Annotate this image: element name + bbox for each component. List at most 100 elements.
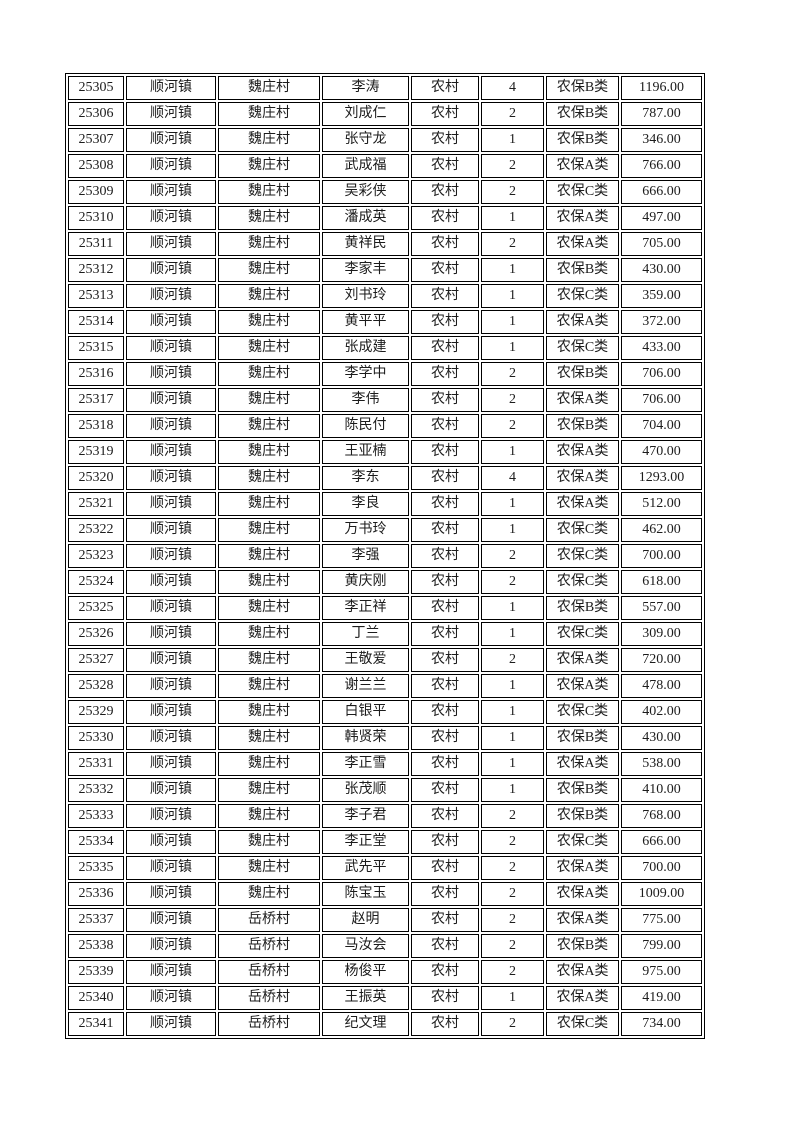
cell-insurance-category: 农保C类 — [546, 336, 619, 360]
cell-resident-type: 农村 — [411, 700, 479, 724]
table-row: 25318 顺河镇 魏庄村 陈民付 农村 2 农保B类 704.00 — [68, 414, 702, 438]
cell-person-count: 2 — [481, 830, 544, 854]
cell-person-name: 黄祥民 — [322, 232, 409, 256]
cell-village: 魏庄村 — [218, 336, 320, 360]
table-row: 25339 顺河镇 岳桥村 杨俊平 农村 2 农保A类 975.00 — [68, 960, 702, 984]
cell-village: 魏庄村 — [218, 622, 320, 646]
cell-record-id: 25310 — [68, 206, 124, 230]
cell-person-count: 2 — [481, 934, 544, 958]
cell-town: 顺河镇 — [126, 128, 216, 152]
cell-resident-type: 农村 — [411, 180, 479, 204]
cell-person-count: 2 — [481, 648, 544, 672]
cell-resident-type: 农村 — [411, 726, 479, 750]
cell-record-id: 25326 — [68, 622, 124, 646]
cell-insurance-category: 农保B类 — [546, 76, 619, 100]
table-row: 25320 顺河镇 魏庄村 李东 农村 4 农保A类 1293.00 — [68, 466, 702, 490]
cell-person-count: 1 — [481, 700, 544, 724]
cell-person-count: 2 — [481, 154, 544, 178]
cell-insurance-category: 农保B类 — [546, 934, 619, 958]
cell-insurance-category: 农保C类 — [546, 622, 619, 646]
cell-town: 顺河镇 — [126, 362, 216, 386]
cell-amount: 787.00 — [621, 102, 702, 126]
cell-village: 岳桥村 — [218, 960, 320, 984]
cell-town: 顺河镇 — [126, 414, 216, 438]
table-row: 25321 顺河镇 魏庄村 李良 农村 1 农保A类 512.00 — [68, 492, 702, 516]
cell-village: 魏庄村 — [218, 440, 320, 464]
cell-amount: 618.00 — [621, 570, 702, 594]
benefit-table: 25305 顺河镇 魏庄村 李涛 农村 4 农保B类 1196.00 25306 顺河镇 魏庄村 刘成… — [65, 73, 705, 1039]
cell-insurance-category: 农保A类 — [546, 882, 619, 906]
cell-insurance-category: 农保A类 — [546, 232, 619, 256]
cell-amount: 430.00 — [621, 258, 702, 282]
table-row: 25308 顺河镇 魏庄村 武成福 农村 2 农保A类 766.00 — [68, 154, 702, 178]
cell-record-id: 25334 — [68, 830, 124, 854]
table-row: 25333 顺河镇 魏庄村 李子君 农村 2 农保B类 768.00 — [68, 804, 702, 828]
cell-amount: 666.00 — [621, 180, 702, 204]
cell-resident-type: 农村 — [411, 570, 479, 594]
cell-record-id: 25329 — [68, 700, 124, 724]
cell-amount: 799.00 — [621, 934, 702, 958]
cell-record-id: 25339 — [68, 960, 124, 984]
cell-amount: 704.00 — [621, 414, 702, 438]
cell-person-count: 1 — [481, 492, 544, 516]
table-row: 25336 顺河镇 魏庄村 陈宝玉 农村 2 农保A类 1009.00 — [68, 882, 702, 906]
cell-person-count: 1 — [481, 518, 544, 542]
cell-village: 魏庄村 — [218, 492, 320, 516]
cell-person-name: 刘书玲 — [322, 284, 409, 308]
cell-town: 顺河镇 — [126, 440, 216, 464]
table-row: 25328 顺河镇 魏庄村 谢兰兰 农村 1 农保A类 478.00 — [68, 674, 702, 698]
cell-village: 魏庄村 — [218, 700, 320, 724]
table-row: 25319 顺河镇 魏庄村 王亚楠 农村 1 农保A类 470.00 — [68, 440, 702, 464]
cell-person-name: 黄平平 — [322, 310, 409, 334]
table-row: 25316 顺河镇 魏庄村 李学中 农村 2 农保B类 706.00 — [68, 362, 702, 386]
cell-insurance-category: 农保A类 — [546, 908, 619, 932]
cell-village: 岳桥村 — [218, 1012, 320, 1036]
cell-record-id: 25315 — [68, 336, 124, 360]
cell-record-id: 25333 — [68, 804, 124, 828]
cell-insurance-category: 农保C类 — [546, 544, 619, 568]
cell-person-name: 张守龙 — [322, 128, 409, 152]
cell-town: 顺河镇 — [126, 596, 216, 620]
cell-town: 顺河镇 — [126, 518, 216, 542]
cell-town: 顺河镇 — [126, 232, 216, 256]
cell-person-name: 李强 — [322, 544, 409, 568]
cell-person-count: 1 — [481, 986, 544, 1010]
cell-village: 魏庄村 — [218, 726, 320, 750]
cell-village: 魏庄村 — [218, 414, 320, 438]
cell-town: 顺河镇 — [126, 960, 216, 984]
cell-person-name: 武先平 — [322, 856, 409, 880]
cell-person-count: 2 — [481, 908, 544, 932]
cell-person-count: 1 — [481, 752, 544, 776]
cell-resident-type: 农村 — [411, 440, 479, 464]
cell-record-id: 25320 — [68, 466, 124, 490]
cell-record-id: 25312 — [68, 258, 124, 282]
cell-person-name: 李良 — [322, 492, 409, 516]
cell-resident-type: 农村 — [411, 778, 479, 802]
cell-resident-type: 农村 — [411, 544, 479, 568]
cell-resident-type: 农村 — [411, 960, 479, 984]
cell-insurance-category: 农保A类 — [546, 388, 619, 412]
cell-town: 顺河镇 — [126, 804, 216, 828]
cell-amount: 666.00 — [621, 830, 702, 854]
cell-insurance-category: 农保A类 — [546, 856, 619, 880]
table-row: 25340 顺河镇 岳桥村 王振英 农村 1 农保A类 419.00 — [68, 986, 702, 1010]
cell-village: 岳桥村 — [218, 908, 320, 932]
cell-person-name: 李家丰 — [322, 258, 409, 282]
cell-insurance-category: 农保B类 — [546, 258, 619, 282]
cell-record-id: 25325 — [68, 596, 124, 620]
table-row: 25329 顺河镇 魏庄村 白银平 农村 1 农保C类 402.00 — [68, 700, 702, 724]
cell-village: 魏庄村 — [218, 674, 320, 698]
cell-resident-type: 农村 — [411, 752, 479, 776]
cell-record-id: 25338 — [68, 934, 124, 958]
cell-town: 顺河镇 — [126, 492, 216, 516]
cell-village: 魏庄村 — [218, 804, 320, 828]
cell-town: 顺河镇 — [126, 934, 216, 958]
cell-amount: 1009.00 — [621, 882, 702, 906]
cell-amount: 734.00 — [621, 1012, 702, 1036]
cell-town: 顺河镇 — [126, 648, 216, 672]
cell-record-id: 25308 — [68, 154, 124, 178]
cell-person-name: 李学中 — [322, 362, 409, 386]
cell-record-id: 25313 — [68, 284, 124, 308]
cell-record-id: 25311 — [68, 232, 124, 256]
cell-record-id: 25322 — [68, 518, 124, 542]
